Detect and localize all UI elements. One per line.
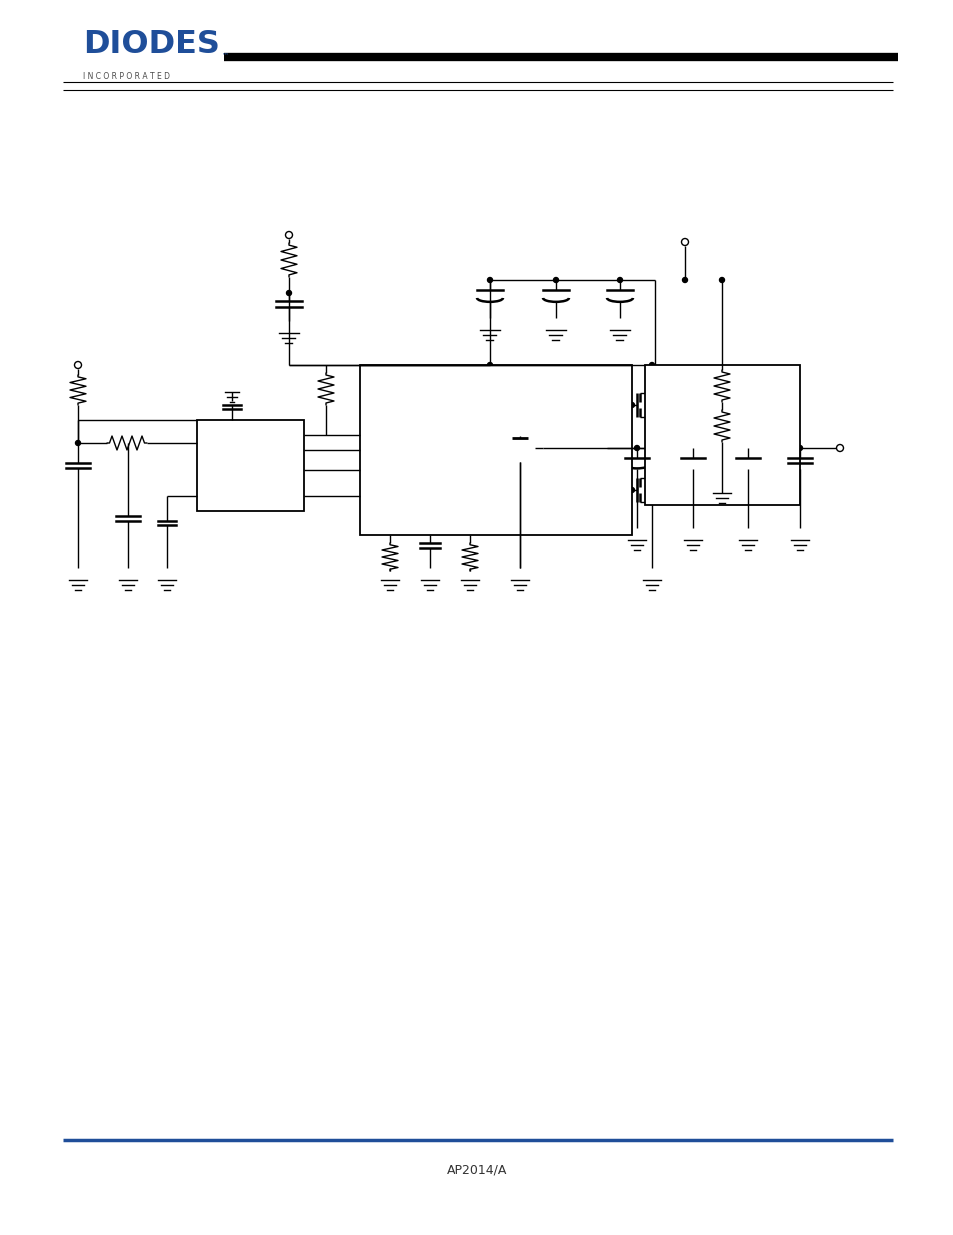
Circle shape (649, 363, 654, 368)
Circle shape (629, 403, 634, 408)
Circle shape (649, 446, 654, 451)
Circle shape (719, 278, 723, 283)
Bar (359, 366, 631, 535)
Circle shape (604, 446, 609, 451)
Circle shape (797, 446, 801, 451)
Text: I N C O R P O R A T E D: I N C O R P O R A T E D (83, 72, 170, 82)
Circle shape (744, 446, 750, 451)
Circle shape (629, 488, 634, 493)
Bar (196, 420, 304, 511)
Polygon shape (511, 438, 528, 453)
Circle shape (487, 363, 492, 368)
Circle shape (75, 441, 80, 446)
Text: ™: ™ (222, 52, 229, 58)
Text: AP2014/A: AP2014/A (446, 1163, 507, 1177)
Circle shape (553, 278, 558, 283)
Circle shape (487, 278, 492, 283)
Circle shape (286, 290, 292, 295)
Circle shape (681, 278, 687, 283)
Circle shape (690, 446, 695, 451)
Circle shape (617, 278, 622, 283)
Circle shape (517, 446, 522, 451)
Text: DIODES: DIODES (83, 28, 219, 61)
Circle shape (634, 446, 639, 451)
Bar (644, 366, 800, 505)
